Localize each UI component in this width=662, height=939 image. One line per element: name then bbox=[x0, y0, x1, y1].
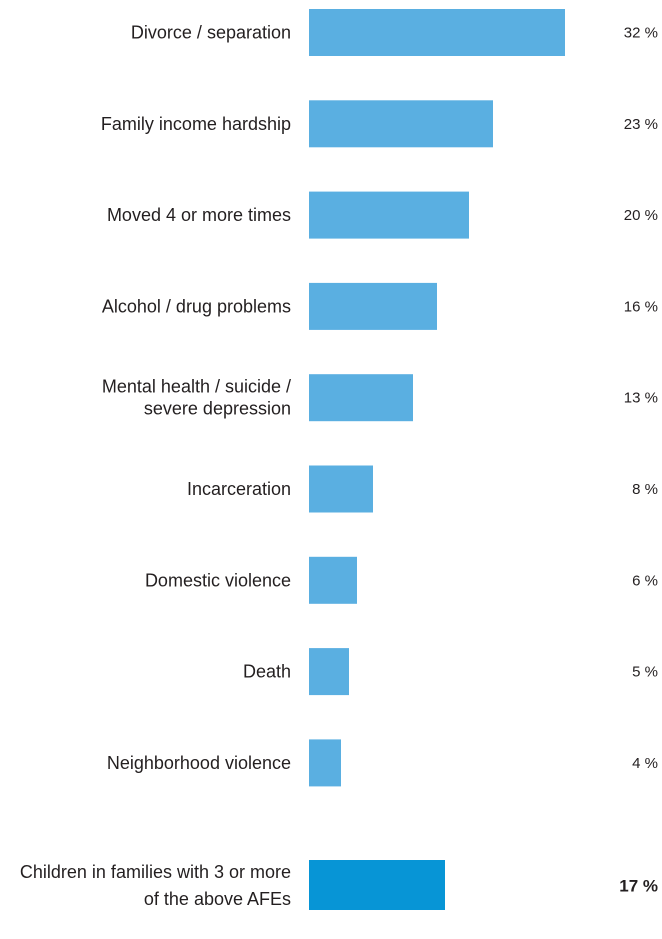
category-label: Moved 4 or more times bbox=[107, 205, 291, 225]
category-label-line: Incarceration bbox=[187, 479, 291, 499]
summary-bar bbox=[309, 860, 445, 910]
category-label: Incarceration bbox=[187, 479, 291, 499]
category-label: Alcohol / drug problems bbox=[102, 296, 291, 316]
category-label-line: Moved 4 or more times bbox=[107, 205, 291, 225]
category-label-line: Domestic violence bbox=[145, 570, 291, 590]
bar bbox=[309, 374, 413, 422]
value-label: 20 % bbox=[624, 207, 658, 224]
category-label: Mental health / suicide / severe depressi… bbox=[102, 377, 291, 419]
value-label: 23 % bbox=[624, 116, 658, 133]
category-label: Death bbox=[243, 662, 291, 682]
category-label: Neighborhood violence bbox=[107, 753, 291, 773]
bar bbox=[309, 648, 349, 696]
category-label-line: severe depression bbox=[144, 399, 291, 419]
value-label: 6 % bbox=[632, 572, 658, 589]
category-label-line: Divorce / separation bbox=[131, 23, 291, 43]
bar bbox=[309, 465, 373, 513]
value-label: 5 % bbox=[632, 664, 658, 681]
summary-label: Children in families with 3 or more of th… bbox=[20, 862, 291, 909]
category-label-line: Death bbox=[243, 662, 291, 682]
value-label: 4 % bbox=[632, 755, 658, 772]
value-label: 8 % bbox=[632, 481, 658, 498]
summary-label-line: Children in families with 3 or more bbox=[20, 862, 291, 882]
category-label: Family income hardship bbox=[101, 114, 291, 134]
bar bbox=[309, 556, 357, 604]
bar bbox=[309, 9, 565, 56]
category-label-line: Alcohol / drug problems bbox=[102, 296, 291, 316]
value-label: 32 % bbox=[624, 25, 658, 42]
bar bbox=[309, 191, 469, 239]
bar bbox=[309, 739, 341, 787]
summary-value-label: 17 % bbox=[619, 877, 658, 896]
category-label: Divorce / separation bbox=[131, 23, 291, 43]
category-label: Domestic violence bbox=[145, 570, 291, 590]
category-label-line: Mental health / suicide / bbox=[102, 377, 291, 397]
bar bbox=[309, 100, 493, 148]
value-label: 13 % bbox=[624, 390, 658, 407]
summary-label-line: of the above AFEs bbox=[144, 889, 291, 909]
category-label-line: Neighborhood violence bbox=[107, 753, 291, 773]
bar bbox=[309, 282, 437, 330]
category-label-line: Family income hardship bbox=[101, 114, 291, 134]
value-label: 16 % bbox=[624, 298, 658, 315]
